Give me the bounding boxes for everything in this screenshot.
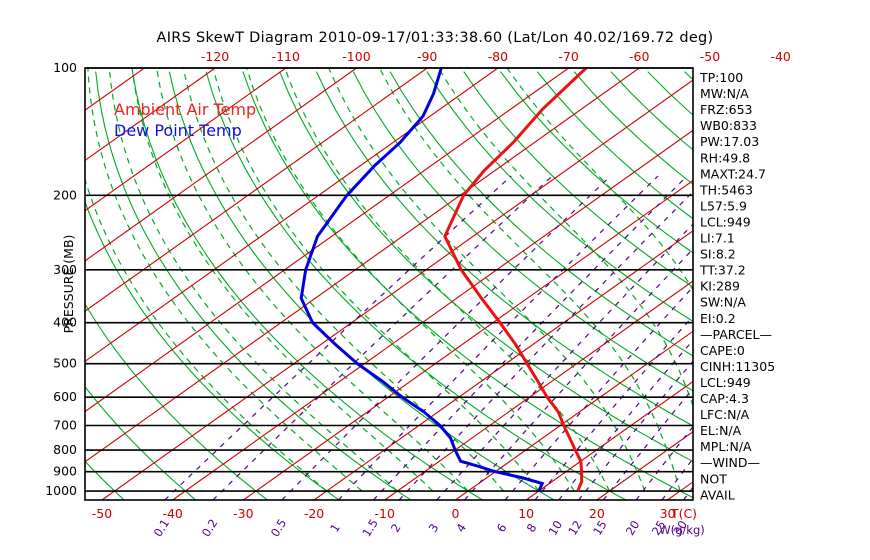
top-temp-tick--80: -80 — [488, 49, 508, 64]
bottom-temp-tick-20: 20 — [589, 506, 605, 521]
index-item-9: LCL:949 — [700, 214, 751, 229]
pressure-tick-900: 900 — [53, 464, 77, 479]
pressure-tick-1000: 1000 — [45, 483, 77, 498]
index-item-0: TP:100 — [699, 70, 743, 85]
plot-frame — [84, 67, 694, 501]
bottom-temp-tick--30: -30 — [233, 506, 253, 521]
index-item-5: RH:49.8 — [700, 150, 750, 165]
index-item-4: PW:17.03 — [700, 134, 759, 149]
mixing-ratio-tick-4: 4 — [453, 521, 469, 535]
pressure-tick-300: 300 — [53, 262, 77, 277]
bottom-temp-tick--10: -10 — [375, 506, 395, 521]
bottom-temp-tick--40: -40 — [162, 506, 182, 521]
index-item-17: CAPE:0 — [700, 343, 745, 358]
bottom-temp-tick-30: 30 — [660, 506, 676, 521]
ambient-air-temp-curve — [443, 68, 588, 492]
mixing-ratio-tick-15: 15 — [590, 518, 610, 538]
dew-point-temp-curve — [299, 68, 545, 492]
index-item-3: WB0:833 — [700, 118, 757, 133]
pressure-axis-title: PRESSURE (MB) — [61, 235, 76, 334]
isotherm-lines — [85, 68, 693, 500]
index-item-1: MW:N/A — [700, 86, 749, 101]
index-item-26: AVAIL — [700, 487, 735, 502]
pressure-tick-200: 200 — [53, 187, 77, 202]
mixing-ratio-tick-8: 8 — [524, 521, 540, 535]
pressure-tick-labels: 100 200 300 400 500 600 700 800 900 1000 — [45, 60, 77, 498]
index-item-13: KI:289 — [700, 279, 740, 294]
mixing-ratio-tick-6: 6 — [494, 521, 510, 535]
bottom-temp-tick--20: -20 — [304, 506, 324, 521]
index-item-14: SW:N/A — [700, 295, 746, 310]
index-item-19: LCL:949 — [700, 375, 751, 390]
index-item-7: TH:5463 — [699, 182, 753, 197]
mixing-ratio-tick-labels: 0.1 0.2 0.5 1 1.5 2 3 4 6 8 10 12 15 20 25 30 — [151, 516, 690, 539]
bottom-temperature-tick-labels: -50 -40 -30 -20 -10 0 10 20 30 — [92, 506, 676, 521]
index-item-2: FRZ:653 — [700, 102, 753, 117]
index-item-24: —WIND— — [700, 455, 760, 470]
top-temperature-tick-labels: -120 -110 -100 -90 -80 -70 -60 -50 -40 — [201, 49, 791, 64]
mixing-ratio-axis-title: W(g/kg) — [659, 523, 704, 537]
mixing-ratio-tick-0.2: 0.2 — [199, 516, 221, 539]
bottom-temp-tick-0: 0 — [451, 506, 459, 521]
index-item-12: TT:37.2 — [699, 263, 746, 278]
mixing-ratio-tick-1: 1 — [327, 521, 343, 535]
pressure-tick-600: 600 — [53, 389, 77, 404]
mixing-ratio-tick-30: 30 — [670, 518, 690, 538]
mixing-ratio-tick-0.5: 0.5 — [268, 516, 290, 539]
pressure-tick-400: 400 — [53, 315, 77, 330]
index-item-23: MPL:N/A — [700, 439, 752, 454]
mixing-ratio-tick-25: 25 — [649, 518, 669, 538]
pressure-tick-500: 500 — [53, 356, 77, 371]
top-temp-tick--40: -40 — [770, 49, 790, 64]
index-item-18: CINH:11305 — [700, 359, 775, 374]
pressure-tick-100: 100 — [53, 60, 77, 75]
stability-indices-panel: TP:100MW:N/AFRZ:653WB0:833PW:17.03RH:49.… — [699, 70, 775, 502]
mixing-ratio-tick-20: 20 — [623, 518, 643, 538]
top-temp-tick--50: -50 — [700, 49, 720, 64]
top-temp-tick--70: -70 — [558, 49, 578, 64]
pressure-tick-700: 700 — [53, 418, 77, 433]
page-title: AIRS SkewT Diagram 2010-09-17/01:33:38.6… — [156, 30, 714, 46]
top-temp-tick--60: -60 — [629, 49, 649, 64]
index-item-16: —PARCEL— — [700, 327, 772, 342]
mixing-ratio-tick-3: 3 — [426, 521, 442, 535]
index-item-20: CAP:4.3 — [700, 391, 749, 406]
index-item-8: L57:5.9 — [700, 198, 747, 213]
top-temp-tick--100: -100 — [342, 49, 370, 64]
index-item-10: LI:7.1 — [700, 231, 735, 246]
pressure-tick-800: 800 — [53, 442, 77, 457]
legend-ambient-air-temp: Ambient Air Temp — [114, 100, 256, 119]
bottom-temp-tick--50: -50 — [92, 506, 112, 521]
mixing-ratio-tick-10: 10 — [546, 518, 566, 538]
mixing-ratio-tick-12: 12 — [565, 518, 585, 538]
index-item-6: MAXT:24.7 — [700, 166, 766, 181]
top-temp-tick--90: -90 — [417, 49, 437, 64]
legend-dew-point-temp: Dew Point Temp — [114, 121, 242, 140]
index-item-15: EI:0.2 — [700, 311, 736, 326]
temperature-axis-title: T(C) — [670, 506, 697, 521]
top-temp-tick--120: -120 — [201, 49, 229, 64]
bottom-temp-tick-10: 10 — [518, 506, 534, 521]
index-item-25: NOT — [700, 471, 727, 486]
index-item-11: SI:8.2 — [700, 247, 736, 262]
top-temp-tick--110: -110 — [272, 49, 300, 64]
index-item-21: LFC:N/A — [700, 407, 750, 422]
mixing-ratio-tick-2: 2 — [388, 521, 404, 535]
index-item-22: EL:N/A — [700, 423, 742, 438]
